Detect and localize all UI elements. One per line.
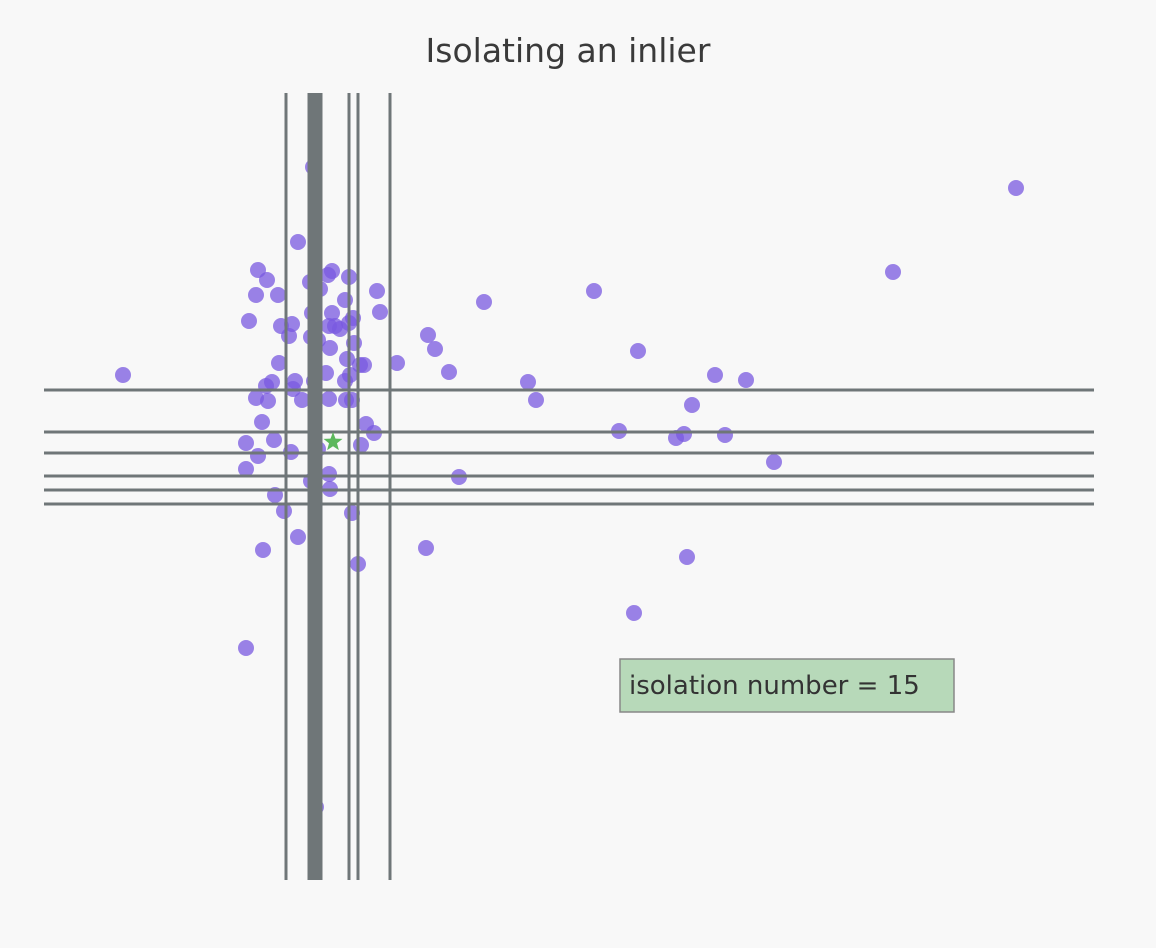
data-point [337,292,353,308]
data-point [238,461,254,477]
data-point [259,272,275,288]
data-point [276,503,292,519]
data-point [260,393,276,409]
data-point [626,605,642,621]
data-point [630,343,646,359]
data-point [254,414,270,430]
data-point [248,287,264,303]
data-point [684,397,700,413]
target-layer [323,432,343,451]
data-point [885,264,901,280]
data-point [676,426,692,442]
data-point [250,448,266,464]
target-star-icon [323,432,343,451]
data-point [520,374,536,390]
data-point [115,367,131,383]
data-point [766,454,782,470]
data-point [255,542,271,558]
chart-title: Isolating an inlier [426,31,711,70]
data-point [339,351,355,367]
data-point [420,327,436,343]
data-point [427,341,443,357]
splits-layer [44,93,1094,880]
data-point [369,283,385,299]
data-point [356,357,372,373]
data-point [266,432,282,448]
data-point [586,283,602,299]
data-point [418,540,434,556]
data-point [294,392,310,408]
data-point [738,372,754,388]
data-point [248,390,264,406]
isolation-annotation: isolation number = 15 [619,658,955,713]
data-point [271,355,287,371]
data-point [528,392,544,408]
data-point [321,391,337,407]
data-point [372,304,388,320]
annotation-text: isolation number = 15 [629,671,920,701]
data-point [238,435,254,451]
data-point [476,294,492,310]
data-point [324,263,340,279]
points-layer [115,159,1024,815]
data-point [353,437,369,453]
data-point [238,640,254,656]
data-point [322,340,338,356]
data-point [321,466,337,482]
data-point [441,364,457,380]
data-point [389,355,405,371]
data-point [290,234,306,250]
annotation-box [619,658,955,713]
data-point [284,316,300,332]
data-point [241,313,257,329]
data-point [1008,180,1024,196]
data-point [290,529,306,545]
data-point [281,328,297,344]
data-point [270,287,286,303]
data-point [679,549,695,565]
data-point [324,305,340,321]
data-point [707,367,723,383]
data-point [717,427,733,443]
